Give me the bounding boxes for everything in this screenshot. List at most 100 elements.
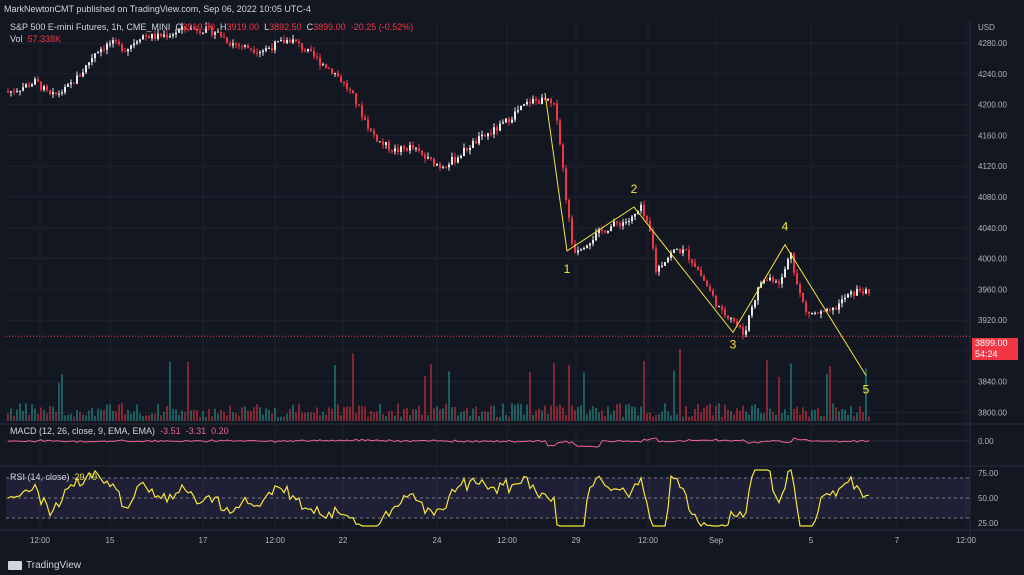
volume-bar — [115, 411, 117, 421]
tradingview-footer[interactable]: TradingView — [8, 560, 81, 571]
last-price-tag: 3899.00 54:24 — [972, 338, 1018, 360]
volume-bar — [106, 404, 108, 421]
volume-bar — [541, 410, 543, 421]
volume-bar — [559, 404, 561, 421]
candle-body — [298, 41, 300, 44]
change-value: -20.25 (-0.52%) — [350, 22, 414, 32]
volume-bar — [766, 360, 768, 421]
price-tick-label: 4200.00 — [978, 101, 1007, 110]
volume-bar — [628, 404, 630, 421]
candle-body — [52, 92, 54, 95]
volume-bar — [604, 416, 606, 421]
volume-bar — [613, 410, 615, 421]
candle-body — [814, 312, 816, 314]
candle-body — [478, 136, 480, 144]
volume-bar — [610, 414, 612, 421]
candle-body — [235, 43, 237, 45]
candle-body — [73, 82, 75, 84]
volume-bar — [742, 405, 744, 421]
volume-bar — [478, 416, 480, 421]
volume-bar — [844, 409, 846, 421]
candle-body — [610, 226, 612, 231]
volume-bar — [367, 416, 369, 421]
time-tick-label: 12:00 — [956, 536, 977, 545]
time-tick-label: 5 — [809, 536, 814, 545]
rsi-axis-label: 25.00 — [978, 519, 999, 528]
candle-body — [421, 150, 423, 155]
volume-bar — [139, 413, 141, 421]
candle-body — [232, 43, 234, 46]
candle-body — [406, 148, 408, 151]
volume-bar — [652, 416, 654, 421]
volume-bar — [328, 407, 330, 421]
volume-bar — [481, 411, 483, 421]
candle-body — [403, 146, 405, 149]
candle-body — [709, 286, 711, 291]
candle-body — [25, 84, 27, 88]
volume-bar — [592, 406, 594, 421]
candle-body — [169, 35, 171, 38]
volume-bar — [832, 403, 834, 421]
volume-bar — [847, 414, 849, 421]
candle-body — [340, 76, 342, 83]
volume-bar — [10, 408, 12, 421]
candle-body — [844, 297, 846, 300]
volume-bar — [589, 409, 591, 421]
volume-bar — [61, 374, 63, 421]
volume-bar — [52, 406, 54, 421]
candle-body — [601, 229, 603, 231]
candle-body — [382, 141, 384, 145]
candle-body — [778, 281, 780, 284]
volume-bars — [7, 349, 870, 421]
volume-bar — [181, 410, 183, 421]
candle-body — [151, 33, 153, 39]
volume-bar — [250, 410, 252, 421]
candle-body — [193, 27, 195, 29]
volume-bar — [28, 414, 30, 421]
candle-body — [265, 48, 267, 51]
volume-bar — [712, 415, 714, 421]
candle-body — [685, 249, 687, 251]
volume-bar — [715, 405, 717, 421]
candle-body — [616, 221, 618, 224]
candle-body — [445, 167, 447, 169]
candle-body — [67, 84, 69, 87]
volume-bar — [337, 404, 339, 421]
volume-bar — [238, 415, 240, 421]
volume-bar — [352, 353, 354, 421]
candle-body — [472, 140, 474, 148]
candle-body — [451, 156, 453, 165]
candle-body — [862, 291, 864, 294]
high-label: H — [220, 22, 227, 32]
candle-body — [619, 223, 621, 226]
candle-body — [106, 43, 108, 50]
time-tick-label: 7 — [895, 536, 900, 545]
brand-label: TradingView — [26, 560, 82, 571]
candle-body — [454, 156, 456, 163]
candle-body — [277, 41, 279, 43]
candle-body — [268, 47, 270, 49]
volume-bar — [190, 410, 192, 421]
candle-body — [634, 213, 636, 217]
candle-body — [157, 33, 159, 39]
candle-body — [652, 231, 654, 249]
candle-body — [580, 249, 582, 251]
candle-body — [367, 119, 369, 129]
volume-bar — [697, 403, 699, 421]
volume-bar — [13, 415, 15, 421]
volume-bar — [868, 416, 870, 421]
volume-bar — [769, 408, 771, 421]
candle-body — [718, 306, 720, 308]
candle-body — [811, 313, 813, 315]
candle-body — [289, 40, 291, 43]
volume-bar — [205, 416, 207, 421]
price-tick-label: 3840.00 — [978, 378, 1007, 387]
volume-bar — [745, 411, 747, 421]
volume-bar — [646, 413, 648, 421]
volume-bar — [37, 413, 39, 421]
volume-bar — [835, 407, 837, 421]
volume-bar — [403, 409, 405, 421]
volume-bar — [253, 407, 255, 421]
candle-body — [172, 34, 174, 36]
